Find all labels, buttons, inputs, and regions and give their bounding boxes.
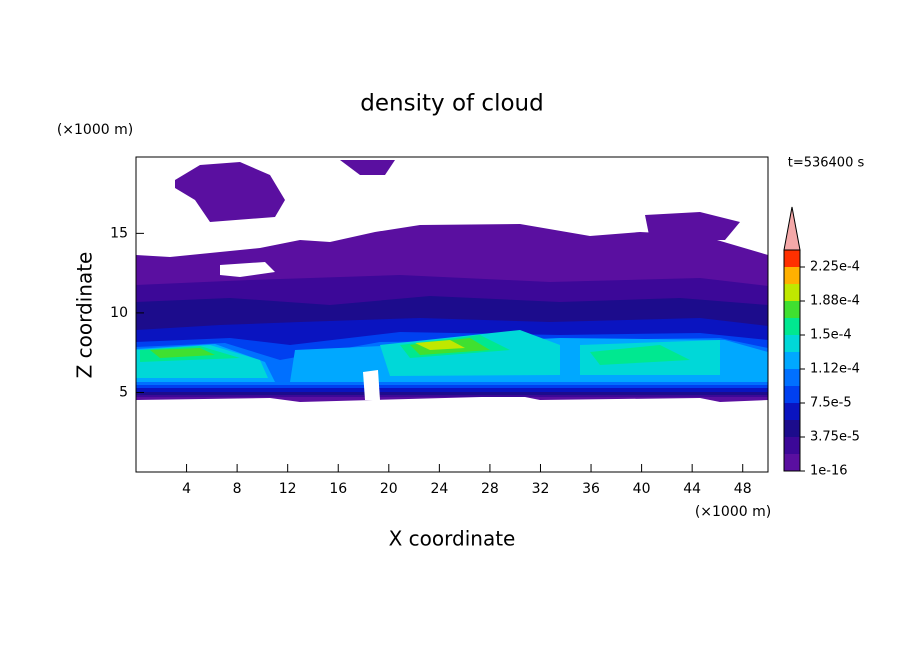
- contour-region: [175, 162, 285, 222]
- colorbar-band: [784, 284, 800, 301]
- contour-region: [645, 212, 740, 240]
- colorbar-band: [784, 403, 800, 420]
- colorbar-tick-label: 7.5e-5: [810, 396, 852, 411]
- x-tick-label: 4: [182, 481, 191, 497]
- plot-frame: [135, 156, 769, 473]
- colorbar-tick-label: 1.12e-4: [810, 362, 860, 377]
- colorbar-tick-label: 1.88e-4: [810, 294, 860, 309]
- colorbar-band: [784, 318, 800, 335]
- x-tick-label: 32: [532, 481, 550, 497]
- colorbar-band: [784, 420, 800, 437]
- colorbar-band: [784, 250, 800, 267]
- colorbar-band: [784, 267, 800, 284]
- y-unit: (×1000 m): [57, 122, 133, 138]
- x-axis-label: X coordinate: [389, 527, 516, 551]
- x-tick-label: 16: [329, 481, 347, 497]
- y-tick-label: 15: [110, 225, 128, 241]
- contour-region: [150, 338, 490, 358]
- contour-gap: [363, 370, 380, 400]
- colorbar-tick-label: 1.5e-4: [810, 328, 852, 343]
- contour-region: [340, 160, 395, 175]
- x-tick-label: 44: [683, 481, 701, 497]
- colorbar-band: [784, 301, 800, 318]
- chart-title: density of cloud: [360, 91, 543, 117]
- colorbar-band: [784, 369, 800, 386]
- colorbar-band: [784, 352, 800, 369]
- colorbar-tick-label: 3.75e-5: [810, 430, 860, 445]
- colorbar-band: [784, 386, 800, 403]
- contour-field: [136, 160, 768, 402]
- x-tick-label: 12: [279, 481, 297, 497]
- colorbar-band: [784, 454, 800, 471]
- colorbar-band: [784, 335, 800, 352]
- x-tick-label: 20: [380, 481, 398, 497]
- x-tick-label: 40: [633, 481, 651, 497]
- colorbar-tick-label: 2.25e-4: [810, 260, 860, 275]
- x-tick-label: 36: [582, 481, 600, 497]
- y-tick-label: 5: [119, 384, 128, 400]
- contour-hole: [220, 262, 275, 277]
- x-tick-label: 24: [430, 481, 448, 497]
- colorbar-band: [784, 437, 800, 454]
- x-tick-label: 48: [734, 481, 752, 497]
- annotation: t=536400 s: [788, 156, 865, 171]
- colorbar-frame: [783, 249, 801, 472]
- x-tick-label: 28: [481, 481, 499, 497]
- y-tick-label: 10: [110, 305, 128, 321]
- contour-region: [415, 340, 465, 350]
- x-tick-label: 8: [233, 481, 242, 497]
- colorbar-tick-label: 1e-16: [810, 464, 848, 479]
- x-unit: (×1000 m): [695, 504, 771, 520]
- y-axis-label: Z coordinate: [73, 252, 97, 379]
